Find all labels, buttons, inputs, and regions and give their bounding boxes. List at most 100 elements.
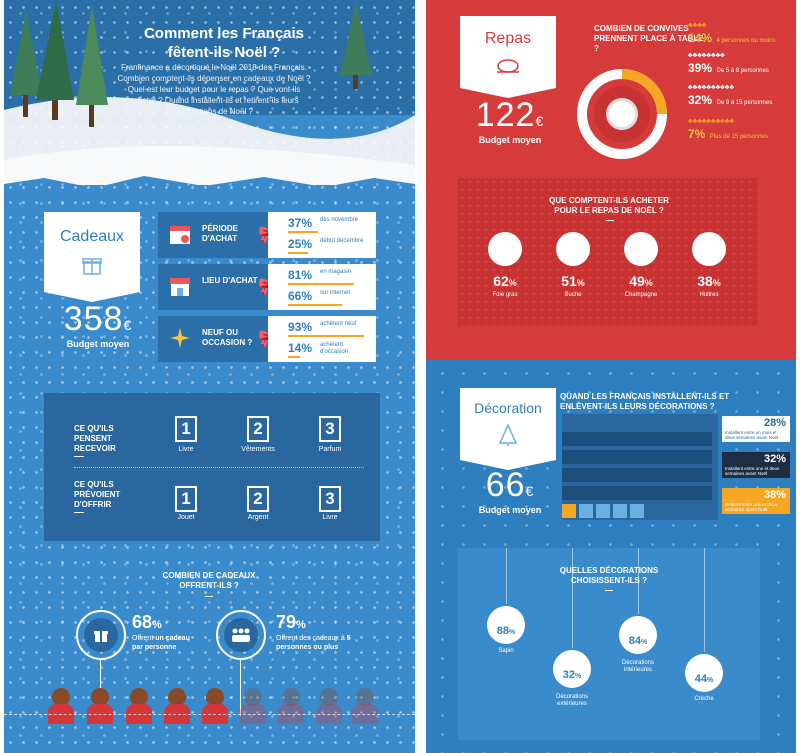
deco-budget-label: Budget moyen xyxy=(478,505,542,515)
calendar-grid xyxy=(562,414,718,520)
food-pct: 38% xyxy=(679,273,739,289)
recevoir-item-3: Parfum xyxy=(318,446,342,453)
recevoir-item-2: Vêtements xyxy=(241,446,275,453)
person-faded xyxy=(282,688,300,706)
title-line-1: Comment les Français xyxy=(143,25,305,42)
food-pct-value: 49 xyxy=(629,273,645,289)
pct-sign: % xyxy=(152,619,162,631)
value-2: 66% xyxy=(288,289,313,303)
value-1-text: en magasin xyxy=(320,269,352,275)
intro-text: Franfinance a décortiqué le Noël 2018 de… xyxy=(117,63,311,116)
blue-edge xyxy=(4,176,415,192)
stat-a-pct: 68 xyxy=(132,612,153,632)
deco-label: Décoration xyxy=(474,400,542,416)
stat-b-pct: 79 xyxy=(276,612,297,632)
value-1-text: achètent neuf xyxy=(320,321,357,327)
pct-sign: % xyxy=(575,673,582,680)
garland xyxy=(4,714,415,715)
food-pct: 49% xyxy=(611,273,671,289)
oyster-icon xyxy=(692,232,726,266)
sparkle-icon xyxy=(170,328,190,348)
person-faded xyxy=(244,688,262,706)
offrir-item-1: Jouet xyxy=(177,514,195,521)
gift-icon xyxy=(82,258,102,275)
row-lieu-achat: LIEU D'ACHAT 🎀 81% en magasin 66% sur in… xyxy=(158,264,376,310)
person-faded xyxy=(356,688,374,706)
value-2: 14% xyxy=(288,341,313,355)
achat-title: QUE COMPTENT-ILS ACHETER POUR LE REPAS D… xyxy=(549,196,669,215)
quand-2: 32% Installent entre une et deux semaine… xyxy=(722,452,790,478)
people-ring xyxy=(216,610,266,660)
repas-card-tip xyxy=(460,88,556,98)
value-1-bar xyxy=(288,231,318,233)
deco-pct: 84% xyxy=(619,616,657,662)
string xyxy=(506,548,507,604)
stat-b-l2: 5 personnes ou plus xyxy=(276,635,351,651)
value-2-text: achètent d'occasion xyxy=(320,342,349,355)
quand-text: Retirent entre une et deux semaines aprè… xyxy=(725,502,778,512)
stat-b: 79% xyxy=(276,612,306,633)
quand-text: Installent entre un mois et deux semaine… xyxy=(725,430,779,440)
quand-pct: 32% xyxy=(763,453,786,465)
buche-icon xyxy=(556,232,590,266)
offrir-item-2: Argent xyxy=(247,514,269,521)
fir-tree-right xyxy=(340,2,372,89)
right-panel: Repas 122€ Budget moyen COMBIEN DE CONVI… xyxy=(426,0,796,753)
deco-budget: 66€ Budget moyen xyxy=(460,466,560,515)
row-values: 93% achètent neuf 14% achètent d'occasio… xyxy=(268,316,376,362)
shop-icon xyxy=(170,278,190,296)
value-1-bar xyxy=(288,283,354,285)
quand-pct: 28% xyxy=(763,417,786,429)
cadeaux-budget-label: Budget moyen xyxy=(66,339,130,349)
ring-line xyxy=(240,660,241,716)
stat-b-l1: Offrent des cadeaux à xyxy=(276,635,345,642)
repas-budget-label: Budget moyen xyxy=(478,135,542,145)
convives-text: Plus de 15 personnes xyxy=(709,134,768,140)
deco-pct: 32% xyxy=(553,650,591,696)
food-pct: 51% xyxy=(543,273,603,289)
value-2-bar xyxy=(288,304,342,306)
people-icon xyxy=(232,628,250,642)
value-2-text: sur internet xyxy=(320,290,351,296)
stat-b-text: Offrent des cadeaux à 5 personnes ou plu… xyxy=(276,634,366,652)
cadeaux-card: Cadeaux xyxy=(44,212,140,292)
foie-gras-icon xyxy=(488,232,522,266)
value-1-bar xyxy=(288,335,364,337)
stat-a-l2: un cadeau par personne xyxy=(132,635,190,651)
cadeaux-budget: 358€ Budget moyen xyxy=(48,300,148,349)
tree-icon xyxy=(498,423,518,446)
deco-label: Crèche xyxy=(694,696,714,702)
convives-item: ♣♣♣♣♣♣♣♣♣♣ 7% Plus de 15 personnes xyxy=(688,118,768,141)
repas-currency: € xyxy=(535,113,545,129)
cadeaux-currency: € xyxy=(123,317,133,333)
value-2-text: début décembre xyxy=(320,238,364,244)
food-label: Huitres xyxy=(699,292,719,298)
convives-item: ♣♣♣♣♣♣♣♣♣♣ 32% De 9 à 15 personnes xyxy=(688,84,773,107)
gift-ring xyxy=(76,610,126,660)
string xyxy=(704,548,705,652)
deco-pct-value: 84 xyxy=(628,635,641,647)
person-faded xyxy=(320,688,338,706)
pct-sign: % xyxy=(707,677,714,684)
deco-label: Décorations intérieures xyxy=(621,660,654,673)
cadeaux-card-tip xyxy=(44,292,140,302)
turkey-icon xyxy=(497,59,519,73)
string xyxy=(572,548,573,648)
plate-icon xyxy=(606,98,638,130)
convives-text: De 5 à 8 personnes xyxy=(716,68,769,74)
rank-2-icon: 2 xyxy=(247,416,269,442)
rank-2-icon: 2 xyxy=(247,486,269,512)
person xyxy=(206,688,224,706)
deco-budget-value: 66 xyxy=(485,466,526,504)
offrir-caption: CE QU'ILS PRÉVOIENT D'OFFRIR xyxy=(74,480,121,509)
stat-a-text: Offrent un cadeau par personne xyxy=(132,634,202,652)
row-values: 81% en magasin 66% sur internet xyxy=(268,264,376,310)
food-pct: 62% xyxy=(475,273,535,289)
calendar-grid-svg xyxy=(562,414,712,518)
stat-a: 68% xyxy=(132,612,162,633)
gift-icon xyxy=(94,631,108,642)
title-underline xyxy=(205,596,213,597)
pct-sign: % xyxy=(712,278,721,288)
pct-sign: % xyxy=(296,619,306,631)
food-pct-value: 51 xyxy=(561,273,577,289)
